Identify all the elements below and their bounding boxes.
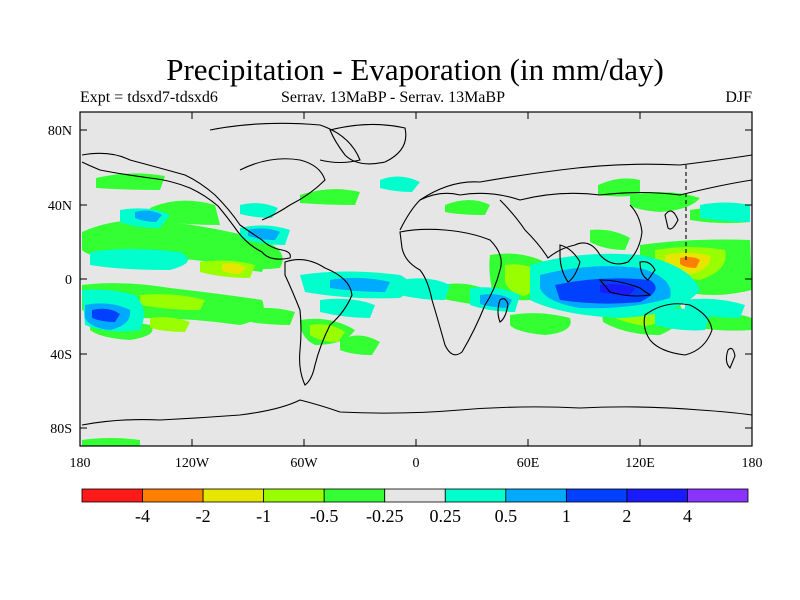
colorbar-swatch — [384, 488, 446, 503]
y-tick-label: 40N — [48, 199, 72, 214]
experiment-label: Expt = tdsxd7-tdsxd6 — [80, 89, 218, 106]
x-tick-labels: 180 120W 60W 0 60E 120E 180 — [70, 456, 763, 471]
precip-minus-evap-field — [82, 173, 752, 446]
pos-strongest-regions — [600, 284, 635, 295]
colorbar-swatch — [323, 488, 386, 503]
y-tick-label: 40S — [50, 348, 72, 363]
y-tick-labels: 80N 40N 0 40S 80S — [48, 124, 72, 437]
colorbar-swatch — [505, 488, 567, 503]
colorbar-label: 0.25 — [430, 506, 462, 526]
x-tick-label: 180 — [70, 456, 91, 471]
colorbar-swatch — [687, 488, 749, 503]
neg-strongest-regions — [680, 256, 700, 268]
x-tick-label: 0 — [413, 456, 420, 471]
x-tick-label: 60W — [290, 456, 318, 471]
colorbar — [81, 488, 749, 503]
colorbar-swatch — [444, 488, 507, 503]
colorbar-label: 1 — [562, 506, 571, 526]
scenario-label: Serrav. 13MaBP - Serrav. 13MaBP — [281, 89, 505, 106]
x-tick-label: 60E — [517, 456, 540, 471]
colorbar-label: -4 — [135, 506, 150, 526]
colorbar-label: 2 — [622, 506, 631, 526]
chart-title: Precipitation - Evaporation (in mm/day) — [166, 52, 664, 87]
colorbar-swatch — [626, 488, 688, 503]
colorbar-label: -2 — [196, 506, 211, 526]
colorbar-label: 4 — [683, 506, 692, 526]
x-tick-label: 120E — [625, 456, 655, 471]
y-tick-marks — [80, 129, 752, 429]
colorbar-labels: -4 -2 -1 -0.5 -0.25 0.25 0.5 1 2 4 — [135, 506, 692, 526]
colorbar-swatch — [263, 488, 325, 503]
colorbar-swatch — [81, 488, 143, 503]
colorbar-swatch — [565, 488, 628, 503]
x-tick-label: 120W — [175, 456, 210, 471]
colorbar-label: -1 — [256, 506, 271, 526]
colorbar-swatch — [202, 488, 265, 503]
colorbar-label: 0.5 — [495, 506, 518, 526]
coastlines — [81, 122, 753, 426]
colorbar-label: -0.5 — [310, 506, 339, 526]
x-tick-label: 180 — [742, 456, 763, 471]
colorbar-label: -0.25 — [366, 506, 404, 526]
y-tick-label: 80S — [50, 422, 72, 437]
season-label: DJF — [725, 89, 752, 106]
x-tick-marks — [191, 112, 641, 446]
y-tick-label: 0 — [65, 273, 72, 288]
y-tick-label: 80N — [48, 124, 72, 139]
colorbar-swatch — [142, 488, 204, 503]
